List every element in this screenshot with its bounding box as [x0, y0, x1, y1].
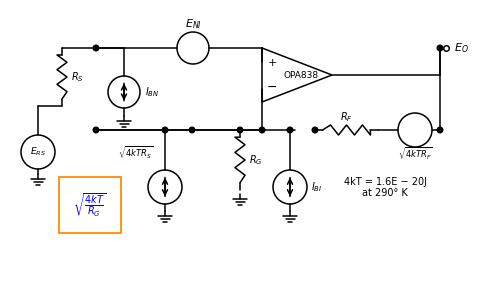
Circle shape: [287, 127, 293, 133]
Circle shape: [312, 127, 318, 133]
Text: $\sqrt{4kTR_F}$: $\sqrt{4kTR_F}$: [397, 146, 432, 162]
Text: $R_G$: $R_G$: [249, 153, 263, 167]
Circle shape: [259, 127, 265, 133]
Text: $R_F$: $R_F$: [340, 110, 353, 124]
Text: $R_S$: $R_S$: [71, 70, 84, 84]
Text: $E_{RS}$: $E_{RS}$: [30, 146, 46, 158]
Circle shape: [437, 45, 443, 51]
Circle shape: [237, 127, 243, 133]
Text: OPA838: OPA838: [283, 70, 319, 80]
Text: $E_O$: $E_O$: [454, 41, 469, 55]
Text: at 290° K: at 290° K: [362, 188, 408, 198]
Text: $I_{BI}$: $I_{BI}$: [311, 180, 323, 194]
Text: −: −: [267, 81, 277, 94]
Circle shape: [93, 45, 99, 51]
Text: +: +: [267, 58, 276, 68]
Text: $\sqrt{4kTR_S}$: $\sqrt{4kTR_S}$: [118, 145, 153, 161]
Circle shape: [93, 127, 99, 133]
Text: $I_{BN}$: $I_{BN}$: [145, 85, 159, 99]
Circle shape: [162, 127, 168, 133]
Circle shape: [437, 127, 443, 133]
Text: $\sqrt{\dfrac{4kT}{R_G}}$: $\sqrt{\dfrac{4kT}{R_G}}$: [73, 191, 107, 219]
Circle shape: [189, 127, 195, 133]
Text: $E_{NI}$: $E_{NI}$: [184, 17, 202, 31]
Text: 4kT = 1.6E − 20J: 4kT = 1.6E − 20J: [344, 177, 427, 187]
